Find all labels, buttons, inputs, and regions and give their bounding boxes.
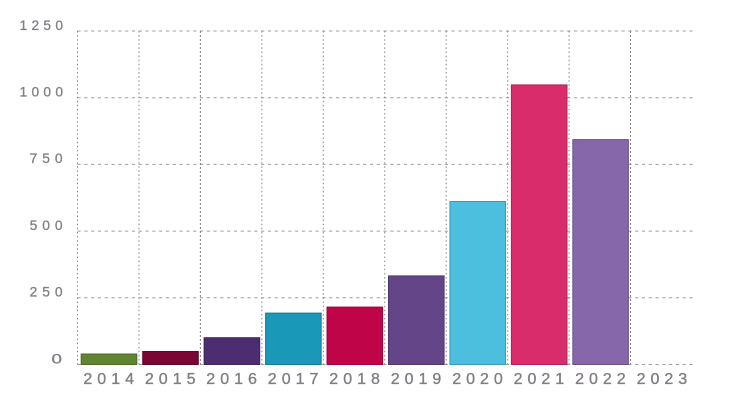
svg-text:500: 500 (30, 218, 63, 233)
svg-text:250: 250 (30, 285, 63, 300)
svg-text:0: 0 (52, 351, 63, 366)
svg-text:750: 750 (30, 151, 63, 166)
